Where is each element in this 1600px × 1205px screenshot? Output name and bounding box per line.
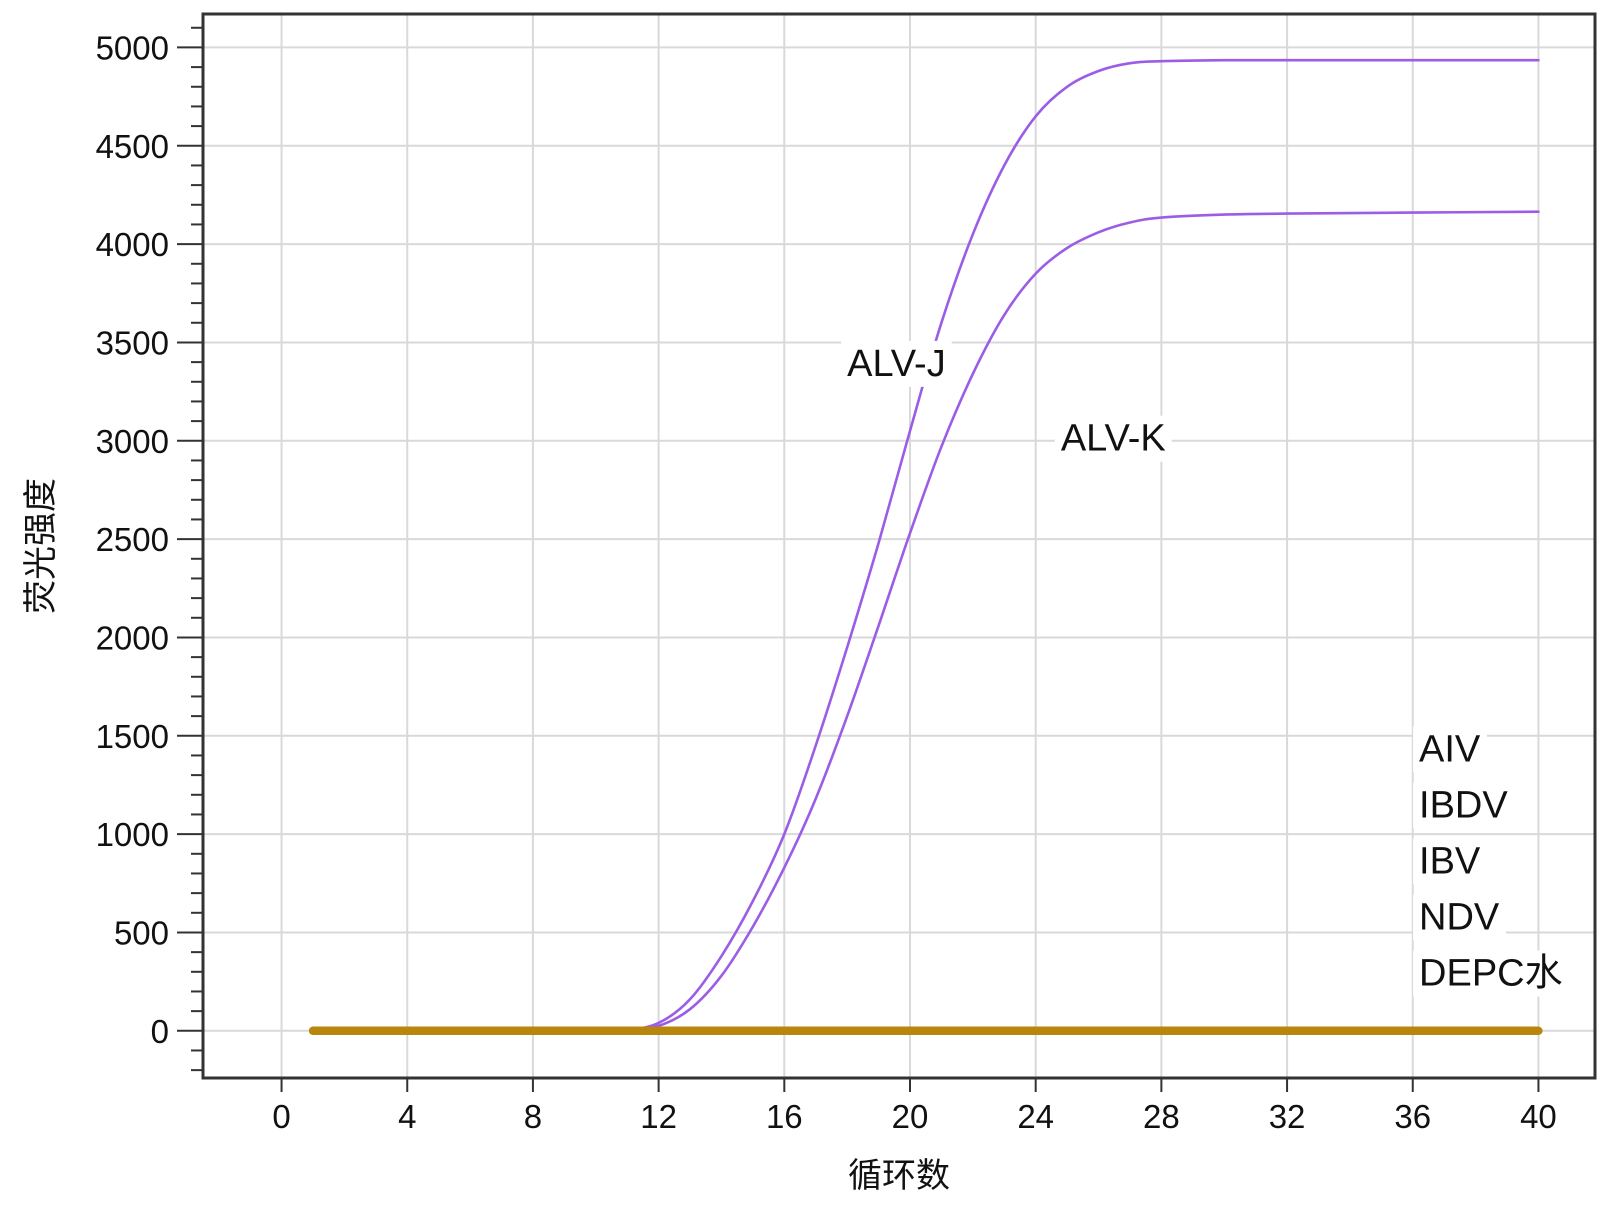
y-axis-ticks: 0 500 1000 1500 2000 2500 3000 3500 4000 4500 5000 bbox=[96, 29, 203, 1050]
x-tick-label: 20 bbox=[892, 1098, 929, 1135]
series-annotation: ALV-K bbox=[1054, 415, 1172, 462]
x-tick-label: 36 bbox=[1394, 1098, 1431, 1135]
series-annotation: AIV bbox=[1413, 726, 1487, 773]
annotation-background bbox=[1413, 782, 1515, 829]
x-tick-label: 24 bbox=[1017, 1098, 1054, 1135]
y-axis-title: 荧光强度 bbox=[21, 478, 61, 614]
annotation-label: IBDV bbox=[1419, 784, 1508, 826]
x-tick-label: 16 bbox=[766, 1098, 803, 1135]
annotation-background bbox=[1413, 726, 1487, 773]
y-tick-label: 4000 bbox=[96, 226, 169, 263]
plot-frame bbox=[201, 12, 1597, 1080]
x-axis-ticks: 0 4 8 12 16 20 24 28 32 36 40 bbox=[272, 1078, 1557, 1135]
x-tick-label: 4 bbox=[398, 1098, 416, 1135]
annotation-background bbox=[841, 340, 952, 387]
series-annotation: ALV-J bbox=[841, 340, 952, 387]
annotation-label: ALV-K bbox=[1061, 418, 1166, 460]
annotation-background bbox=[1054, 415, 1172, 462]
y-tick-label: 1000 bbox=[96, 816, 169, 853]
series-annotation: NDV bbox=[1413, 894, 1506, 941]
annotation-background bbox=[1413, 950, 1569, 997]
annotation-background bbox=[1413, 838, 1487, 885]
x-tick-label: 32 bbox=[1269, 1098, 1306, 1135]
annotation-layer: ALV-J ALV-K AIV IBDV IBV NDV DEPC水 bbox=[841, 340, 1569, 997]
series-annotation: IBDV bbox=[1413, 782, 1515, 829]
y-tick-label: 1500 bbox=[96, 718, 169, 755]
y-tick-label: 5000 bbox=[96, 29, 169, 66]
annotation-label: DEPC水 bbox=[1419, 953, 1563, 995]
annotation-label: IBV bbox=[1419, 840, 1481, 882]
y-tick-label: 2500 bbox=[96, 521, 169, 558]
series-layer bbox=[309, 58, 1543, 1035]
annotation-label: ALV-J bbox=[847, 343, 946, 385]
y-tick-label: 500 bbox=[114, 914, 169, 951]
y-minor-ticks bbox=[191, 26, 203, 1072]
x-tick-label: 8 bbox=[524, 1098, 542, 1135]
series-annotation: IBV bbox=[1413, 838, 1487, 885]
y-tick-label: 2000 bbox=[96, 619, 169, 656]
x-tick-label: 0 bbox=[272, 1098, 290, 1135]
x-tick-label: 12 bbox=[640, 1098, 677, 1135]
x-axis-title: 循环数 bbox=[848, 1156, 950, 1196]
series-annotation: DEPC水 bbox=[1413, 950, 1569, 997]
y-tick-label: 4500 bbox=[96, 128, 169, 165]
annotation-background bbox=[1413, 894, 1506, 941]
annotation-label: NDV bbox=[1419, 897, 1500, 939]
annotation-label: AIV bbox=[1419, 728, 1481, 770]
y-tick-label: 3500 bbox=[96, 324, 169, 361]
x-tick-label: 40 bbox=[1520, 1098, 1557, 1135]
x-tick-label: 28 bbox=[1143, 1098, 1180, 1135]
y-tick-label: 0 bbox=[151, 1013, 169, 1050]
y-tick-label: 3000 bbox=[96, 423, 169, 460]
